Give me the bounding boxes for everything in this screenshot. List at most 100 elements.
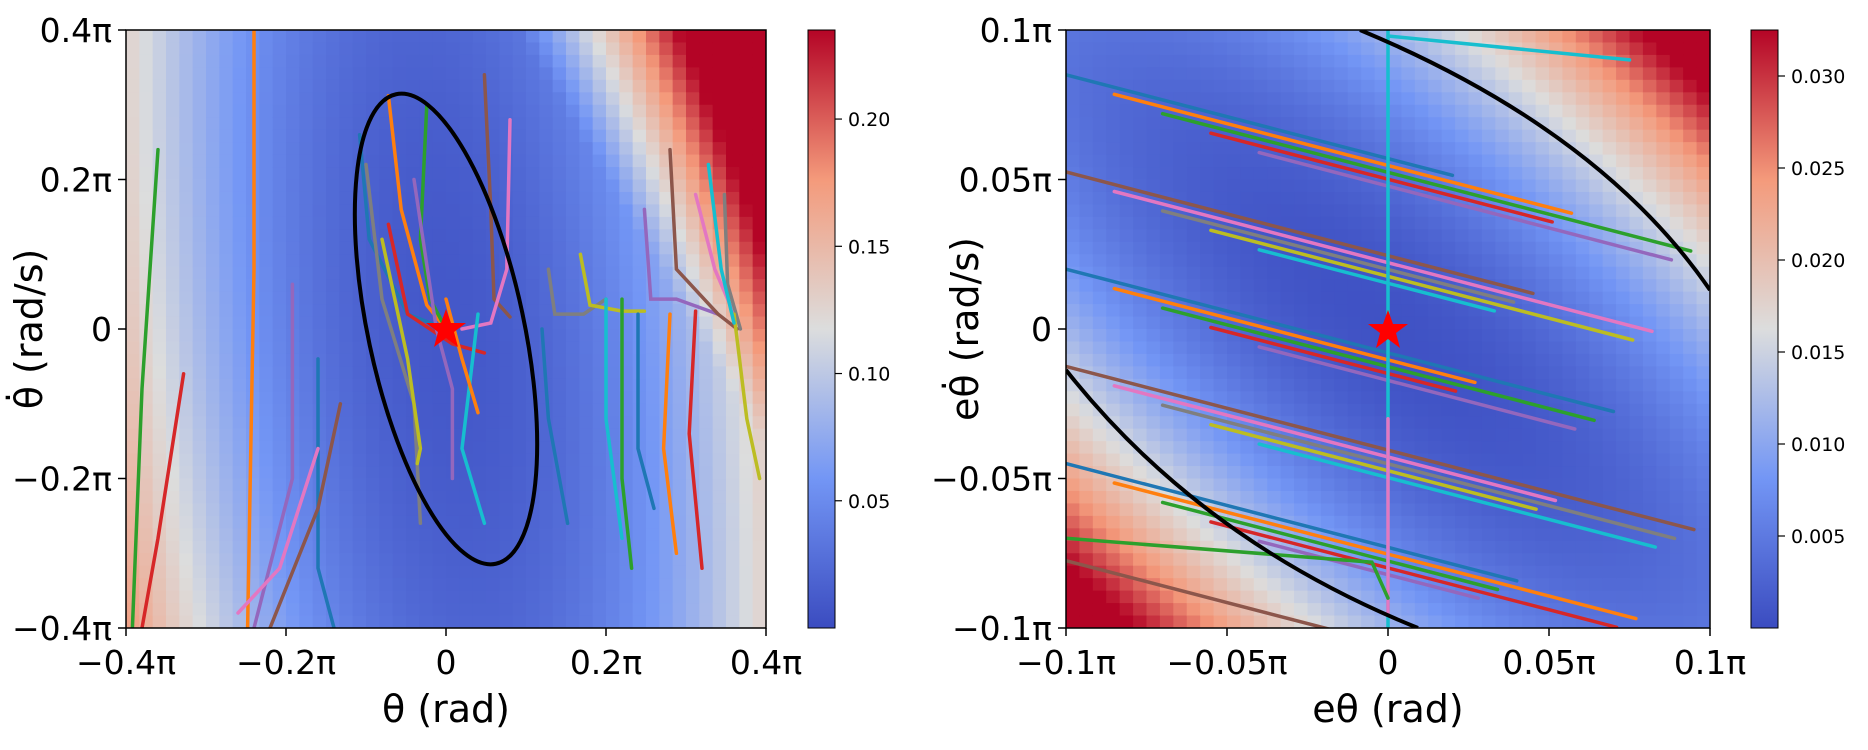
heatmap-cell	[526, 30, 540, 44]
heatmap-cell	[1320, 191, 1335, 206]
heatmap-cell	[1200, 453, 1215, 467]
heatmap-cell	[1669, 79, 1684, 93]
heatmap-cell	[259, 154, 274, 168]
heatmap-cell	[1414, 154, 1429, 168]
heatmap-cell	[486, 428, 500, 442]
heatmap-cell	[726, 578, 740, 592]
heatmap-cell	[1294, 92, 1309, 106]
heatmap-cell	[592, 254, 607, 268]
heatmap-cell	[166, 353, 180, 367]
heatmap-cell	[592, 167, 607, 181]
heatmap-cell	[1092, 478, 1107, 492]
heatmap-cell	[152, 578, 167, 592]
heatmap-cell	[192, 428, 207, 442]
heatmap-cell	[1642, 154, 1657, 168]
heatmap-cell	[1441, 204, 1456, 218]
heatmap-cell	[1414, 129, 1429, 143]
heatmap-cell	[1294, 590, 1309, 604]
heatmap-cell	[1253, 266, 1268, 280]
heatmap-cell	[539, 528, 554, 542]
heatmap-cell	[486, 104, 500, 118]
heatmap-cell	[1374, 216, 1389, 230]
heatmap-cell	[672, 142, 687, 156]
heatmap-cell	[1602, 441, 1617, 455]
heatmap-cell	[1079, 590, 1094, 604]
heatmap-cell	[1186, 378, 1201, 392]
heatmap-cell	[326, 279, 340, 293]
heatmap-cell	[1629, 490, 1644, 505]
heatmap-cell	[1106, 341, 1121, 355]
heatmap-cell	[1079, 79, 1094, 93]
heatmap-cell	[1481, 329, 1496, 343]
heatmap-cell	[312, 279, 327, 293]
heatmap-cell	[232, 79, 247, 93]
heatmap-cell	[1240, 42, 1255, 56]
heatmap-cell	[432, 204, 447, 218]
heatmap-cell	[419, 79, 434, 93]
heatmap-cell	[272, 167, 287, 181]
heatmap-cell	[1575, 241, 1590, 255]
heatmap-cell	[726, 565, 740, 579]
heatmap-cell	[1240, 391, 1255, 405]
heatmap-cell	[1173, 441, 1188, 455]
heatmap-cell	[592, 353, 607, 367]
heatmap-cell	[419, 366, 434, 380]
heatmap-cell	[646, 403, 660, 417]
heatmap-cell	[206, 466, 220, 480]
heatmap-cell	[379, 490, 394, 505]
heatmap-cell	[1414, 92, 1429, 106]
heatmap-cell	[1388, 191, 1403, 206]
heatmap-cell	[1119, 553, 1134, 567]
heatmap-cell	[1159, 154, 1174, 168]
heatmap-cell	[1522, 54, 1537, 68]
heatmap-cell	[1589, 129, 1604, 143]
heatmap-cell	[259, 117, 274, 131]
heatmap-cell	[1133, 216, 1148, 230]
heatmap-cell	[1468, 67, 1483, 81]
heatmap-cell	[499, 79, 514, 93]
heatmap-cell	[1468, 216, 1483, 230]
heatmap-cell	[1683, 428, 1698, 442]
heatmap-cell	[352, 578, 367, 592]
heatmap-cell	[1401, 92, 1416, 106]
heatmap-cell	[1589, 241, 1604, 255]
heatmap-cell	[1347, 79, 1362, 93]
heatmap-cell	[366, 316, 380, 330]
heatmap-cell	[126, 229, 140, 243]
heatmap-cell	[659, 565, 674, 579]
heatmap-cell	[1414, 142, 1429, 156]
heatmap-cell	[219, 528, 234, 542]
heatmap-cell	[152, 403, 167, 417]
heatmap-cell	[752, 142, 766, 156]
heatmap-cell	[1696, 590, 1710, 604]
heatmap-cell	[1575, 92, 1590, 106]
heatmap-cell	[1267, 490, 1282, 505]
heatmap-cell	[1468, 540, 1483, 554]
heatmap-cell	[152, 266, 167, 280]
heatmap-cell	[312, 154, 327, 168]
heatmap-cell	[1549, 117, 1564, 131]
heatmap-cell	[326, 341, 340, 355]
heatmap-cell	[1146, 353, 1161, 367]
heatmap-cell	[126, 316, 140, 330]
trajectory-line	[1160, 306, 1596, 423]
heatmap-cell	[646, 366, 660, 380]
heatmap-cell	[512, 92, 527, 106]
heatmap-cell	[366, 154, 380, 168]
x-tick-label: −0.1π	[1016, 643, 1116, 682]
heatmap-cell	[1186, 191, 1201, 206]
heatmap-cell	[1240, 67, 1255, 81]
heatmap-cell	[1119, 603, 1134, 617]
heatmap-cell	[1119, 428, 1134, 442]
heatmap-cell	[166, 254, 180, 268]
heatmap-cell	[219, 216, 234, 230]
heatmap-cell	[232, 191, 247, 206]
heatmap-cell	[232, 142, 247, 156]
heatmap-cell	[1079, 341, 1094, 355]
heatmap-cell	[1106, 478, 1121, 492]
heatmap-cell	[1334, 117, 1349, 131]
heatmap-cell	[152, 478, 167, 492]
heatmap-cell	[646, 304, 660, 318]
heatmap-cell	[459, 291, 474, 305]
heatmap-cell	[1575, 403, 1590, 417]
